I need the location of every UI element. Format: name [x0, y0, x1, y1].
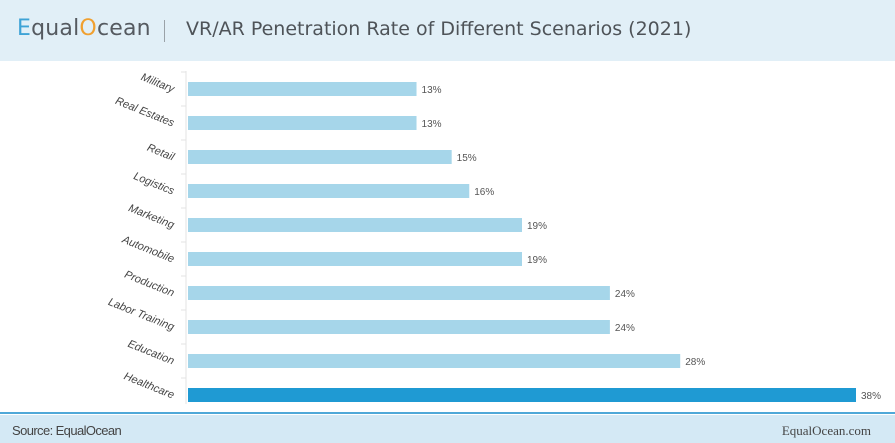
- bar-production: [188, 286, 610, 300]
- bar-chart: 13% Military 13% Real Estates 15% Retail 16% Lo…: [106, 71, 881, 404]
- bar-marketing: [188, 218, 522, 232]
- bar-retail: [188, 150, 452, 164]
- category-label: Real Estates: [114, 95, 177, 130]
- logo-qual: qual: [31, 16, 80, 41]
- category-label: Retail: [145, 142, 176, 164]
- data-label: 13%: [422, 85, 442, 96]
- chart-title: VR/AR Penetration Rate of Different Scen…: [186, 18, 692, 40]
- data-label: 15%: [457, 153, 477, 164]
- bar-labor-training: [188, 320, 610, 334]
- data-label: 38%: [861, 391, 881, 402]
- data-label: 24%: [615, 289, 635, 300]
- bar-education: [188, 354, 681, 368]
- header-divider: [164, 20, 165, 42]
- data-label: 16%: [474, 187, 494, 198]
- bar-healthcare: [188, 388, 856, 402]
- category-label: Automobile: [119, 233, 175, 265]
- category-label: Production: [123, 269, 176, 300]
- logo-e: E: [17, 16, 32, 41]
- category-label: Military: [139, 71, 177, 96]
- data-label: 13%: [422, 119, 442, 130]
- data-label: 24%: [615, 323, 635, 334]
- category-label: Education: [126, 338, 176, 367]
- data-label: 19%: [527, 221, 547, 232]
- footer-divider: [0, 412, 895, 414]
- logo-o: O: [79, 16, 97, 41]
- bar-military: [188, 82, 417, 96]
- category-label: Labor Training: [106, 296, 176, 334]
- source-text: Source: EqualOcean: [12, 423, 122, 438]
- site-text: EqualOcean.com: [781, 423, 871, 438]
- logo-cean: cean: [96, 16, 151, 41]
- data-label: 19%: [527, 255, 547, 266]
- footer-bar: Source: EqualOcean EqualOcean.com: [0, 415, 895, 443]
- bar-real-estates: [188, 116, 417, 130]
- data-label: 28%: [685, 357, 705, 368]
- bar-logistics: [188, 184, 470, 198]
- equalocean-logo: EqualOcean: [17, 16, 151, 41]
- category-label: Healthcare: [122, 370, 176, 401]
- header-bar: EqualOcean VR/AR Penetration Rate of Dif…: [0, 0, 895, 61]
- bar-automobile: [188, 252, 522, 266]
- category-label: Logistics: [132, 170, 177, 197]
- category-label: Marketing: [127, 202, 177, 232]
